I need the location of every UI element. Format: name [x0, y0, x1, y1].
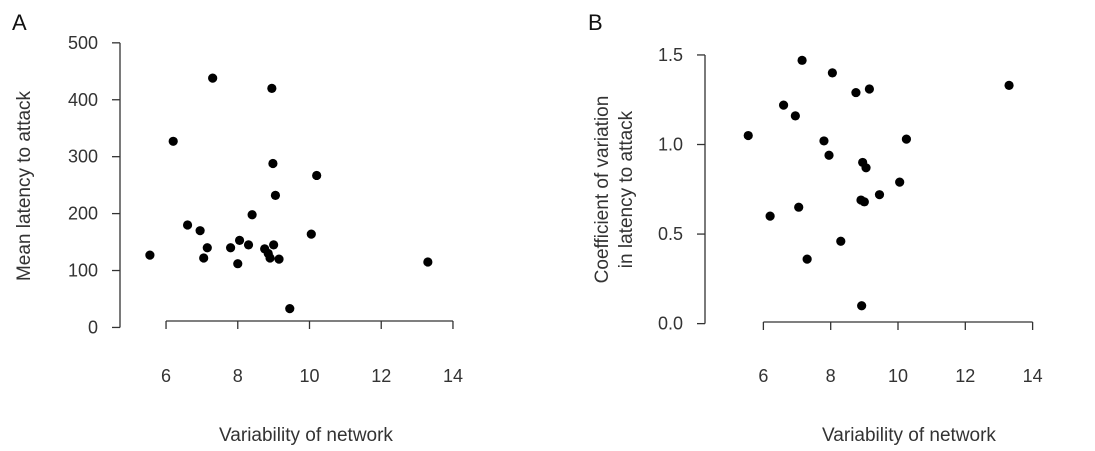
panel-a: A 0 100 200 300 400 500 6 8 10 12 14 Variability of … — [12, 10, 463, 446]
data-point — [312, 170, 322, 181]
data-point — [857, 301, 867, 311]
y-tick-label: 400 — [68, 90, 98, 110]
x-axis-title: Variability of network — [219, 425, 393, 446]
data-point — [199, 253, 209, 263]
data-point — [195, 226, 205, 236]
data-point — [851, 87, 861, 98]
y-tick-label: 0.5 — [658, 224, 683, 244]
y-tick-label: 1.5 — [658, 45, 683, 65]
data-point — [233, 259, 243, 269]
data-point — [285, 304, 295, 314]
data-point — [864, 84, 874, 94]
data-point — [778, 100, 789, 110]
data-point — [234, 235, 245, 245]
x-axis-title: Variability of network — [822, 425, 996, 446]
y-axis-title: Coefficient of variation in latency to at… — [592, 96, 637, 284]
x-tick-label: 10 — [888, 366, 908, 386]
data-point — [265, 253, 275, 263]
data-point — [269, 240, 279, 250]
data-point — [268, 158, 278, 169]
x-tick-label: 8 — [826, 366, 836, 386]
data-point — [267, 83, 277, 93]
data-point — [861, 163, 871, 173]
y-tick-label: 0.0 — [658, 314, 683, 334]
x-tick-label: 6 — [161, 366, 171, 386]
data-point — [765, 211, 775, 221]
data-point — [790, 111, 800, 121]
data-point — [270, 190, 281, 200]
data-point — [859, 197, 869, 207]
x-tick-label: 8 — [233, 366, 243, 386]
panel-letter: B — [588, 10, 603, 35]
data-point — [824, 150, 834, 160]
x-tick-label: 6 — [758, 366, 768, 386]
data-point — [247, 210, 257, 220]
y-tick-label: 500 — [68, 33, 98, 53]
data-point — [901, 134, 912, 144]
data-point — [202, 243, 212, 253]
data-point — [243, 240, 254, 250]
data-point — [1004, 80, 1014, 91]
data-point — [895, 177, 905, 187]
x-tick-label: 14 — [443, 366, 463, 386]
data-point — [208, 73, 218, 83]
y-tick-label: 100 — [68, 261, 98, 281]
data-point — [225, 243, 236, 253]
y-axis-title-line: Coefficient of variation — [592, 96, 613, 284]
data-point — [168, 136, 178, 146]
data-point — [819, 136, 829, 146]
x-tick-label: 14 — [1023, 366, 1043, 386]
data-point — [743, 130, 753, 141]
data-point — [797, 55, 807, 65]
y-tick-label: 1.0 — [658, 135, 683, 155]
data-point — [274, 254, 284, 264]
data-point — [802, 254, 812, 264]
x-tick-label: 12 — [955, 366, 975, 386]
data-point — [306, 229, 316, 239]
data-point — [423, 257, 433, 267]
data-point — [827, 68, 837, 78]
data-point — [874, 190, 885, 200]
data-point — [836, 236, 846, 246]
panel-b: B 0.0 0.5 1.0 1.5 6 8 10 12 14 Variability of netw… — [588, 10, 1043, 446]
y-axis-title-line: Mean latency to attack — [14, 90, 35, 281]
y-tick-label: 200 — [68, 204, 98, 224]
x-tick-label: 10 — [299, 366, 319, 386]
y-axis-title: Mean latency to attack — [14, 90, 35, 281]
y-axis-title-line: in latency to attack — [616, 110, 637, 268]
data-point — [182, 220, 193, 230]
data-point — [794, 202, 804, 212]
panel-letter: A — [12, 10, 27, 35]
data-point — [145, 250, 155, 260]
y-tick-label: 300 — [68, 147, 98, 167]
y-tick-label: 0 — [88, 317, 98, 337]
x-tick-label: 12 — [371, 366, 391, 386]
